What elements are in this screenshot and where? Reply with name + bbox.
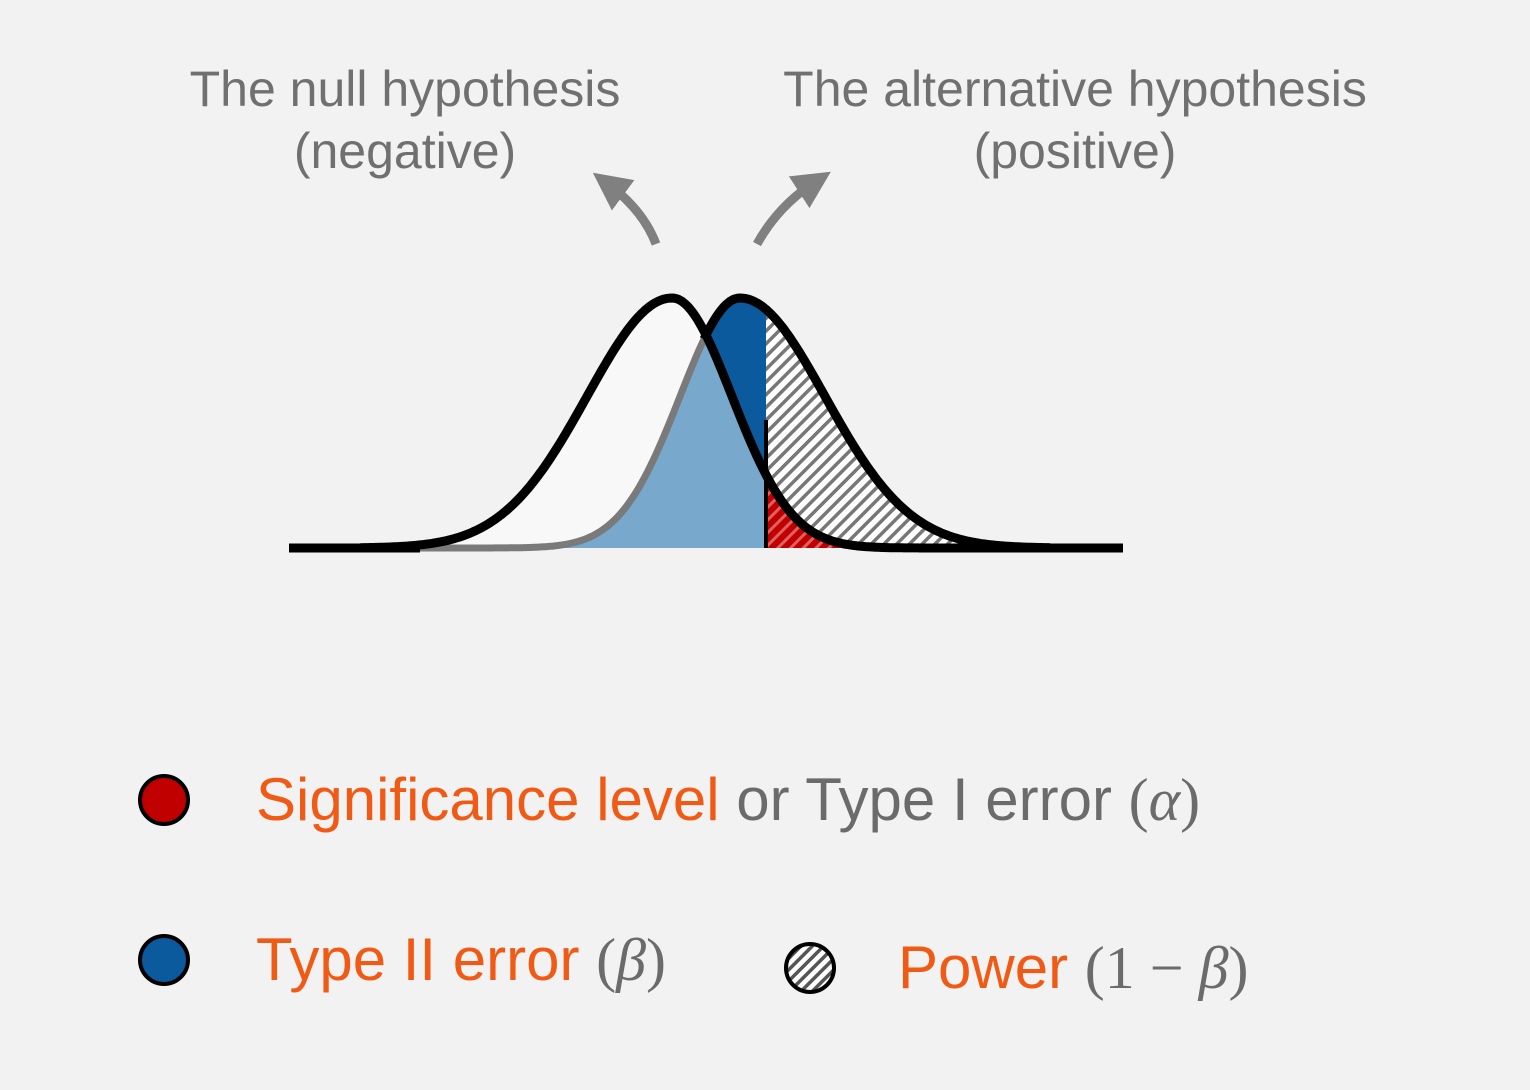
alternative-curve-behind (420, 333, 710, 552)
alternative-hypothesis-line1: The alternative hypothesis (783, 61, 1367, 117)
blue-dot-icon (138, 934, 190, 986)
legend-power: Power (1 − β) (782, 933, 1248, 1003)
beta-close-paren: ) (645, 927, 666, 993)
power-open-paren: (1 − (1084, 935, 1199, 1001)
significance-label: Significance level (256, 766, 720, 833)
power-region (766, 309, 1000, 548)
alternative-hypothesis-line2: (positive) (973, 123, 1177, 179)
legend-type-ii: Type II error (β) (138, 925, 666, 995)
beta-open-paren: ( (596, 927, 617, 993)
type-ii-region-light (420, 298, 766, 548)
red-dot-icon (138, 774, 190, 826)
type-ii-region-dark (706, 298, 766, 475)
power-label: Power (898, 934, 1085, 1001)
alternative-arrow (753, 171, 831, 247)
significance-region (766, 474, 1000, 548)
legend-significance: Significance level or Type I error (α) (138, 765, 1200, 835)
alpha-open-paren: ( (1128, 767, 1149, 833)
hatched-dot-icon (784, 942, 836, 994)
alpha-close-paren: ) (1180, 767, 1201, 833)
power-close-paren: ) (1228, 935, 1249, 1001)
legend-power-text: Power (1 − β) (898, 933, 1248, 1003)
legend-type-ii-text: Type II error (β) (256, 925, 666, 995)
null-arrow (592, 172, 661, 246)
alpha-symbol: α (1148, 767, 1181, 833)
type-ii-label: Type II error (256, 926, 597, 993)
null-hypothesis-line2: (negative) (293, 123, 517, 179)
alternative-distribution-curve (699, 293, 1053, 553)
type-i-label: or Type I error (719, 766, 1129, 833)
null-hypothesis-label: The null hypothesis (negative) (150, 58, 660, 182)
power-beta-symbol: β (1198, 935, 1229, 1001)
beta-symbol: β (616, 927, 646, 993)
alternative-hypothesis-label: The alternative hypothesis (positive) (730, 58, 1420, 182)
null-hypothesis-line1: The null hypothesis (189, 61, 621, 117)
legend-significance-text: Significance level or Type I error (α) (256, 765, 1200, 835)
